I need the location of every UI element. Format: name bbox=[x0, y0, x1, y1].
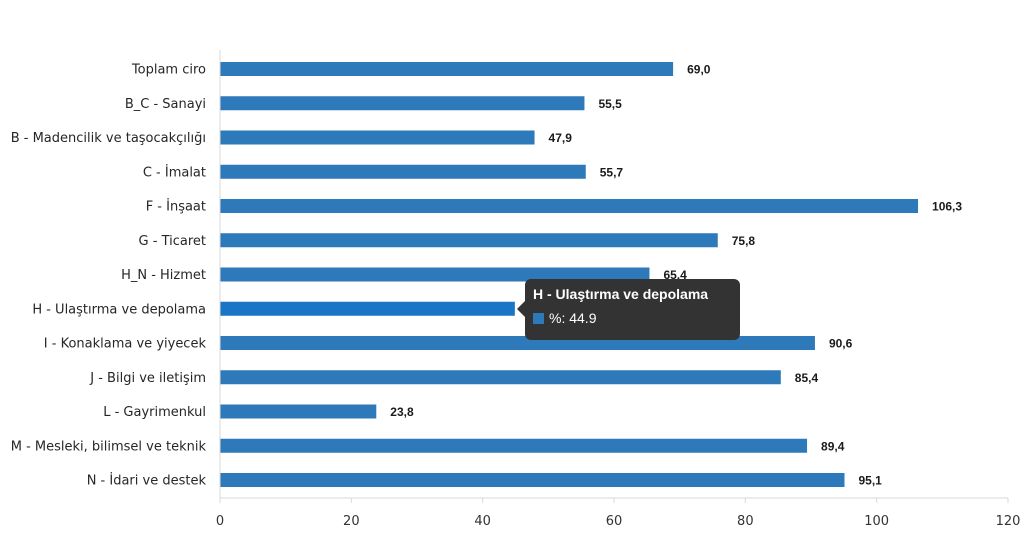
x-tick-label: 120 bbox=[996, 514, 1021, 529]
value-label: 95,1 bbox=[858, 474, 882, 488]
bar[interactable] bbox=[220, 233, 718, 248]
bar[interactable] bbox=[220, 62, 674, 76]
category-label: C - İmalat bbox=[143, 164, 206, 180]
bar[interactable] bbox=[220, 267, 650, 282]
x-tick-label: 0 bbox=[216, 514, 224, 529]
x-axis: 0 20 40 60 80 100 120 bbox=[216, 50, 1021, 529]
bar[interactable] bbox=[220, 404, 377, 419]
bar[interactable] bbox=[220, 473, 845, 487]
tooltip-row: %: 44.9 bbox=[533, 309, 732, 327]
value-labels: 69,055,547,955,7106,375,865,444,990,685,… bbox=[390, 63, 962, 488]
x-tick-label: 20 bbox=[343, 514, 360, 529]
category-label: B_C - Sanayi bbox=[125, 97, 206, 112]
category-label: Toplam ciro bbox=[131, 63, 206, 78]
category-labels: Toplam ciro B_C - Sanayi B - Madencilik ve… bbox=[11, 63, 207, 489]
x-tick-label: 80 bbox=[737, 514, 754, 529]
value-label: 55,7 bbox=[600, 165, 624, 179]
category-label: J - Bilgi ve iletişim bbox=[89, 371, 206, 386]
value-label: 55,5 bbox=[598, 97, 622, 111]
category-label: F - İnşaat bbox=[146, 199, 206, 215]
category-label: H_N - Hizmet bbox=[121, 268, 206, 283]
category-label: M - Mesleki, bilimsel ve teknik bbox=[11, 439, 207, 454]
value-label: 89,4 bbox=[821, 439, 845, 453]
bar[interactable] bbox=[220, 301, 515, 316]
category-label: H - Ulaştırma ve depolama bbox=[32, 302, 206, 317]
value-label: 47,9 bbox=[549, 131, 573, 145]
value-label: 106,3 bbox=[932, 200, 962, 214]
x-tick-label: 100 bbox=[864, 514, 889, 529]
x-tick-label: 40 bbox=[474, 514, 491, 529]
category-label: B - Madencilik ve taşocakçılığı bbox=[11, 131, 206, 146]
x-tick-label: 60 bbox=[606, 514, 623, 529]
value-label: 75,8 bbox=[732, 234, 756, 248]
bar[interactable] bbox=[220, 164, 586, 179]
category-label: N - İdari ve destek bbox=[87, 473, 207, 489]
value-label: 23,8 bbox=[390, 405, 414, 419]
tooltip: H - Ulaştırma ve depolama %: 44.9 bbox=[517, 279, 740, 340]
bar[interactable] bbox=[220, 96, 585, 111]
category-label: I - Konaklama ve yiyecek bbox=[44, 337, 207, 352]
value-label: 65,4 bbox=[663, 268, 687, 282]
bar[interactable] bbox=[220, 370, 781, 385]
category-label: G - Ticaret bbox=[139, 234, 206, 249]
bar[interactable] bbox=[220, 199, 919, 213]
tooltip-swatch bbox=[533, 312, 544, 324]
value-label: 85,4 bbox=[795, 371, 819, 385]
tooltip-value: %: 44.9 bbox=[549, 310, 597, 326]
value-label: 69,0 bbox=[687, 63, 711, 77]
category-label: L - Gayrimenkul bbox=[103, 405, 206, 420]
bars-group bbox=[220, 62, 919, 487]
tooltip-title: H - Ulaştırma ve depolama bbox=[533, 286, 709, 302]
value-label: 90,6 bbox=[829, 337, 853, 351]
bar[interactable] bbox=[220, 438, 808, 453]
bar[interactable] bbox=[220, 130, 535, 145]
